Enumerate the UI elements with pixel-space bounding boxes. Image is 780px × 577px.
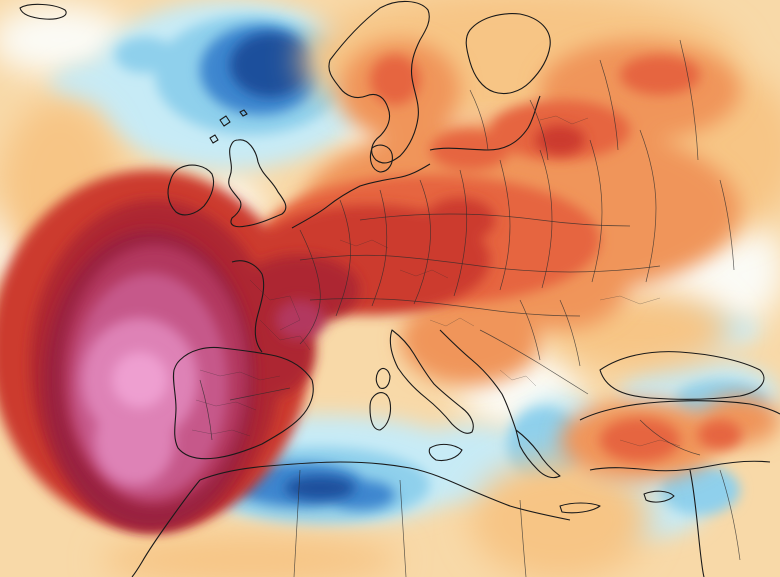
border-line [371,189,388,307]
border-line [679,39,699,161]
border-line [359,213,631,227]
coastline-crete [559,502,601,514]
coastline-denmark [369,144,393,173]
region-line [199,369,281,381]
border-line [539,149,553,289]
border-line [229,387,291,401]
border-line [293,469,301,577]
heat-core-peak [112,352,168,408]
coastline-greece [515,429,561,479]
region-line [619,439,681,447]
region-line [249,279,301,331]
coastline-black-sea [599,351,765,400]
region-line [339,239,389,249]
coastline-north-sea [291,163,431,229]
border-line [453,169,468,297]
coastline-baltic [429,95,541,151]
coastline-cyprus [643,490,675,503]
border-line [719,179,735,271]
border-line [299,254,661,273]
region-line [499,369,537,387]
coastline-scottish-islands [209,109,248,144]
region-line [191,429,251,437]
coastline-north-africa [199,461,571,521]
region-line [195,399,257,411]
coastline-sicily [428,443,463,462]
coastline-adriatic [439,329,517,431]
coastline-levant [689,469,705,577]
region-line [539,115,589,125]
coastline-finland [465,13,551,95]
coastline-sardinia [369,392,392,431]
region-line [429,317,475,327]
border-line [199,379,213,441]
border-line [599,59,619,151]
border-line [299,229,321,345]
regional-boundaries [191,115,681,447]
border-line [519,299,541,361]
border-line [469,89,489,151]
border-line [309,298,581,317]
border-line [639,129,657,283]
border-line [559,299,581,367]
border-line [335,199,351,317]
coastline-corsica [375,367,391,389]
border-line [413,179,431,305]
coastline-iceland [19,3,67,20]
border-line [399,479,407,577]
cold-anomaly-core [230,33,355,500]
border-line [499,159,511,291]
region-line [399,269,449,279]
border-line [589,139,603,283]
coastline-italy [389,329,474,434]
border-line [519,499,527,577]
coastline-iberia [172,346,314,460]
border-line [719,469,741,561]
coastline-turkey [579,400,780,421]
region-line [259,319,311,351]
administrative-borders [199,39,741,577]
coastlines [19,0,780,577]
coastline-turkey-south [589,460,771,472]
coastline-ireland [167,164,215,216]
coastline-morocco-atlantic [131,479,201,577]
border-line [529,99,549,161]
coastline-scandinavia [328,0,430,164]
coastline-great-britain [228,139,287,228]
border-line [479,329,589,395]
region-line [599,295,661,305]
